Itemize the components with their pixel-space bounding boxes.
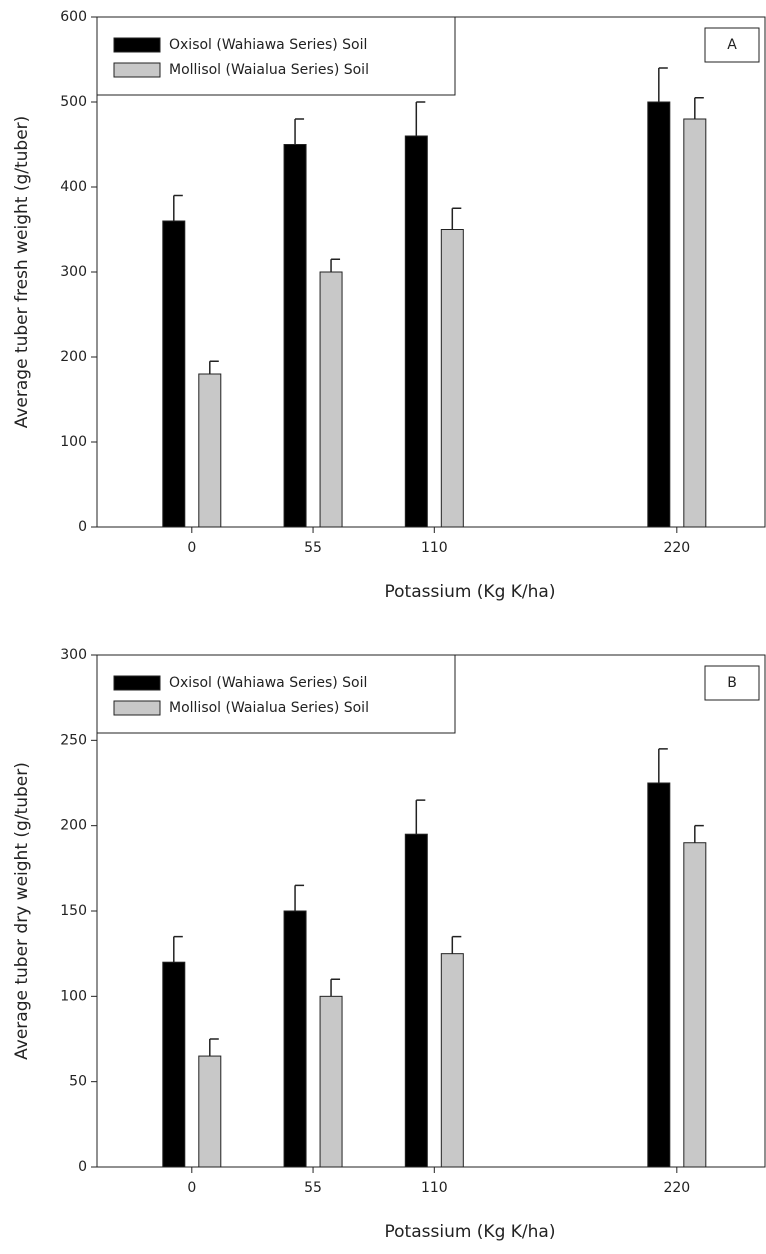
legend-label: Oxisol (Wahiawa Series) Soil [169,37,367,53]
bar [162,220,186,528]
legend-label: Oxisol (Wahiawa Series) Soil [169,675,367,691]
legend-label: Mollisol (Waialua Series) Soil [169,62,369,78]
error-bar [294,884,305,911]
y-tick-label: 300 [60,264,87,280]
y-tick-label: 600 [60,9,87,25]
bar [319,271,343,528]
y-tick-label: 150 [60,903,87,919]
bar [319,995,343,1168]
legend-label: Mollisol (Waialua Series) Soil [169,700,369,716]
error-bar [694,824,704,843]
y-tick-label: 300 [60,647,87,663]
x-axis-label: Potassium (Kg K/ha) [385,582,556,602]
x-tick-label: 110 [421,540,448,556]
x-tick-label: 0 [187,540,196,556]
bar [404,833,428,1168]
bar [404,135,428,528]
y-tick-label: 400 [60,179,87,195]
legend-box [96,654,456,734]
panel-label: A [727,37,737,53]
bar [647,782,671,1168]
y-tick-label: 0 [78,519,87,535]
bar [683,118,707,528]
bar [283,144,307,528]
error-bar [451,207,462,230]
bar [440,229,464,528]
error-bar [415,101,426,136]
panel-label: B [727,675,737,691]
x-tick-label: 55 [304,1180,322,1196]
y-tick-label: 200 [60,818,87,834]
x-tick-label: 110 [421,1180,448,1196]
y-tick-label: 250 [60,732,87,748]
legend-box [96,16,456,96]
bar [162,961,186,1168]
error-bar [173,935,183,963]
error-bar [330,258,341,272]
x-axis-label: Potassium (Kg K/ha) [385,1222,556,1242]
bar [440,953,464,1168]
error-bar [294,118,305,145]
panel-label-box [704,665,760,701]
error-bar [658,748,668,783]
bar [198,373,222,528]
y-axis-label: Average tuber dry weight (g/tuber) [12,762,32,1060]
y-tick-label: 100 [60,988,87,1004]
bar [198,1055,222,1168]
x-tick-label: 220 [663,540,690,556]
y-tick-label: 50 [69,1074,87,1090]
bar [283,910,307,1168]
y-tick-label: 200 [60,349,87,365]
error-bar [330,978,341,997]
bar [683,842,707,1168]
y-tick-label: 500 [60,94,87,110]
error-bar [694,97,704,119]
y-axis-label: Average tuber fresh weight (g/tuber) [12,116,32,429]
bar [647,101,671,528]
legend-swatch [113,700,161,716]
x-tick-label: 220 [663,1180,690,1196]
error-bar [658,67,668,102]
error-bar [209,1038,219,1057]
legend-swatch [113,62,161,78]
error-bar [173,194,183,221]
x-tick-label: 55 [304,540,322,556]
error-bar [415,799,426,835]
x-tick-label: 0 [187,1180,196,1196]
legend-swatch [113,37,161,53]
y-tick-label: 100 [60,434,87,450]
legend-swatch [113,675,161,691]
y-tick-label: 0 [78,1159,87,1175]
error-bar [451,935,462,954]
error-bar [209,360,219,374]
panel-label-box [704,27,760,63]
